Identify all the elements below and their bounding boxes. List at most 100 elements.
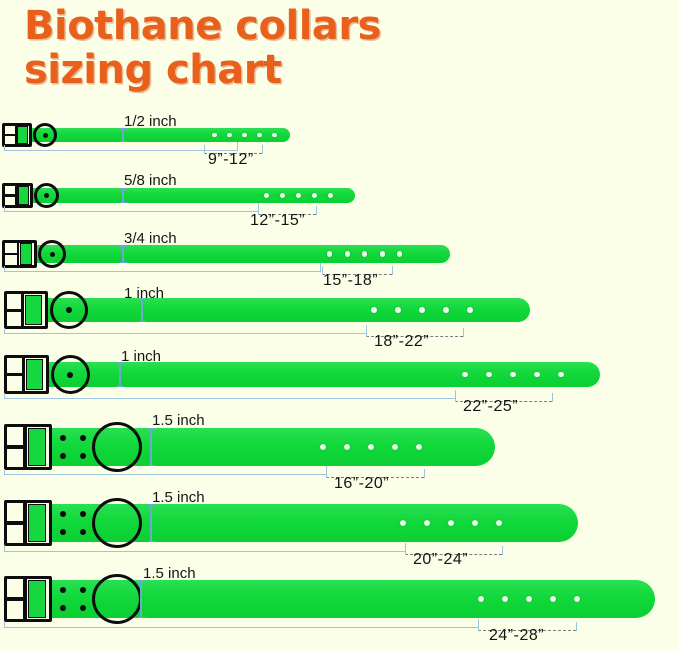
d-ring bbox=[92, 422, 143, 472]
width-measure-line bbox=[141, 298, 143, 322]
length-baseline bbox=[4, 333, 366, 334]
range-dash-line bbox=[258, 214, 316, 215]
width-measure-cap-top bbox=[138, 298, 146, 300]
strap-hole bbox=[478, 596, 484, 602]
range-dash-cap-right bbox=[316, 206, 317, 215]
strap-hole bbox=[496, 520, 502, 526]
length-baseline-cap-left bbox=[4, 546, 5, 552]
range-label: 16”-20” bbox=[334, 475, 390, 492]
range-dash-cap-right bbox=[576, 622, 577, 631]
length-baseline-cap-left bbox=[4, 622, 5, 628]
buckle-center-bar bbox=[23, 500, 27, 546]
range-dash-line bbox=[478, 630, 576, 631]
buckle-cross-bar bbox=[4, 445, 25, 449]
width-measure-cap-top bbox=[137, 580, 145, 582]
range-label: 24”-28” bbox=[489, 627, 545, 644]
buckle-center-bar bbox=[21, 355, 25, 394]
range-label: 22”-25” bbox=[463, 398, 519, 415]
range-dash-line bbox=[204, 153, 262, 154]
length-baseline-cap-right bbox=[320, 263, 321, 272]
range-dash-line bbox=[405, 554, 502, 555]
strap-hole bbox=[397, 251, 403, 257]
width-label: 1.5 inch bbox=[143, 565, 196, 582]
strap-hole bbox=[344, 444, 350, 450]
d-ring bbox=[33, 123, 57, 147]
strap-hole bbox=[395, 307, 401, 313]
buckle-center-bar bbox=[16, 240, 20, 268]
strap-hole bbox=[526, 596, 532, 602]
strap-hole bbox=[392, 444, 398, 450]
d-ring-center bbox=[65, 307, 72, 313]
length-baseline bbox=[4, 474, 326, 475]
strap-hole bbox=[368, 444, 374, 450]
range-dash-cap-left bbox=[366, 328, 367, 337]
strap-hole bbox=[424, 520, 430, 526]
width-measure-line bbox=[150, 504, 152, 542]
length-baseline-cap-left bbox=[4, 145, 5, 151]
strap-hole bbox=[371, 307, 377, 313]
collar-strap bbox=[28, 362, 600, 387]
width-measure-cap-top bbox=[119, 128, 127, 130]
width-measure-cap-top bbox=[116, 362, 124, 364]
strap-hole bbox=[227, 132, 232, 138]
d-ring-center bbox=[49, 251, 55, 257]
length-baseline-cap-left bbox=[4, 469, 5, 475]
length-baseline bbox=[4, 551, 405, 552]
range-label: 12”-15” bbox=[250, 212, 306, 229]
length-baseline bbox=[4, 271, 320, 272]
length-baseline-cap-left bbox=[4, 328, 5, 334]
strap-hole bbox=[443, 307, 449, 313]
range-dash-cap-left bbox=[455, 393, 456, 402]
buckle-rivet bbox=[80, 435, 87, 441]
length-baseline bbox=[4, 398, 455, 399]
buckle-rivet bbox=[80, 453, 87, 459]
length-baseline-cap-right bbox=[237, 142, 238, 151]
range-dash-cap-right bbox=[392, 266, 393, 275]
buckle-cross-bar bbox=[4, 308, 23, 312]
strap-hole bbox=[550, 596, 556, 602]
d-ring bbox=[50, 355, 90, 394]
strap-hole bbox=[272, 132, 277, 138]
width-label: 1/2 inch bbox=[124, 113, 177, 130]
buckle-cross-bar bbox=[4, 521, 25, 525]
strap-hole bbox=[379, 251, 385, 257]
range-dash-line bbox=[322, 274, 392, 275]
width-measure-cap-bottom bbox=[147, 464, 155, 466]
width-label: 5/8 inch bbox=[124, 172, 177, 189]
range-dash-line bbox=[455, 401, 552, 402]
buckle-tongue bbox=[17, 186, 29, 205]
d-ring bbox=[38, 240, 66, 268]
range-dash-line bbox=[326, 477, 424, 478]
d-ring bbox=[49, 291, 88, 329]
buckle-rivet bbox=[80, 511, 87, 517]
length-baseline-cap-left bbox=[4, 206, 5, 212]
range-dash-cap-right bbox=[463, 328, 464, 337]
strap-hole bbox=[296, 193, 301, 198]
strap-hole bbox=[344, 251, 350, 257]
d-ring-center bbox=[67, 371, 74, 378]
strap-hole bbox=[534, 371, 540, 378]
strap-hole bbox=[558, 371, 564, 378]
strap-hole bbox=[212, 132, 217, 138]
title-line-2: sizing chart bbox=[24, 47, 282, 93]
width-measure-line bbox=[140, 580, 142, 618]
width-measure-cap-bottom bbox=[147, 540, 155, 542]
range-dash-cap-left bbox=[405, 546, 406, 555]
width-measure-line bbox=[119, 362, 121, 387]
length-baseline bbox=[4, 150, 237, 151]
range-dash-cap-right bbox=[262, 145, 263, 154]
buckle-center-bar bbox=[23, 576, 27, 622]
buckle-tongue bbox=[19, 243, 33, 265]
range-dash-cap-left bbox=[478, 622, 479, 631]
width-measure-line bbox=[150, 428, 152, 466]
buckle-cross-bar bbox=[2, 194, 17, 197]
width-label: 1.5 inch bbox=[152, 489, 205, 506]
strap-hole bbox=[462, 371, 468, 378]
range-dash-cap-left bbox=[326, 469, 327, 478]
width-measure-cap-top bbox=[119, 245, 127, 247]
range-label: 15”-18” bbox=[323, 272, 379, 289]
length-baseline bbox=[4, 211, 258, 212]
collar-strap bbox=[20, 128, 290, 142]
width-measure-cap-bottom bbox=[119, 261, 127, 263]
strap-hole bbox=[327, 251, 333, 257]
